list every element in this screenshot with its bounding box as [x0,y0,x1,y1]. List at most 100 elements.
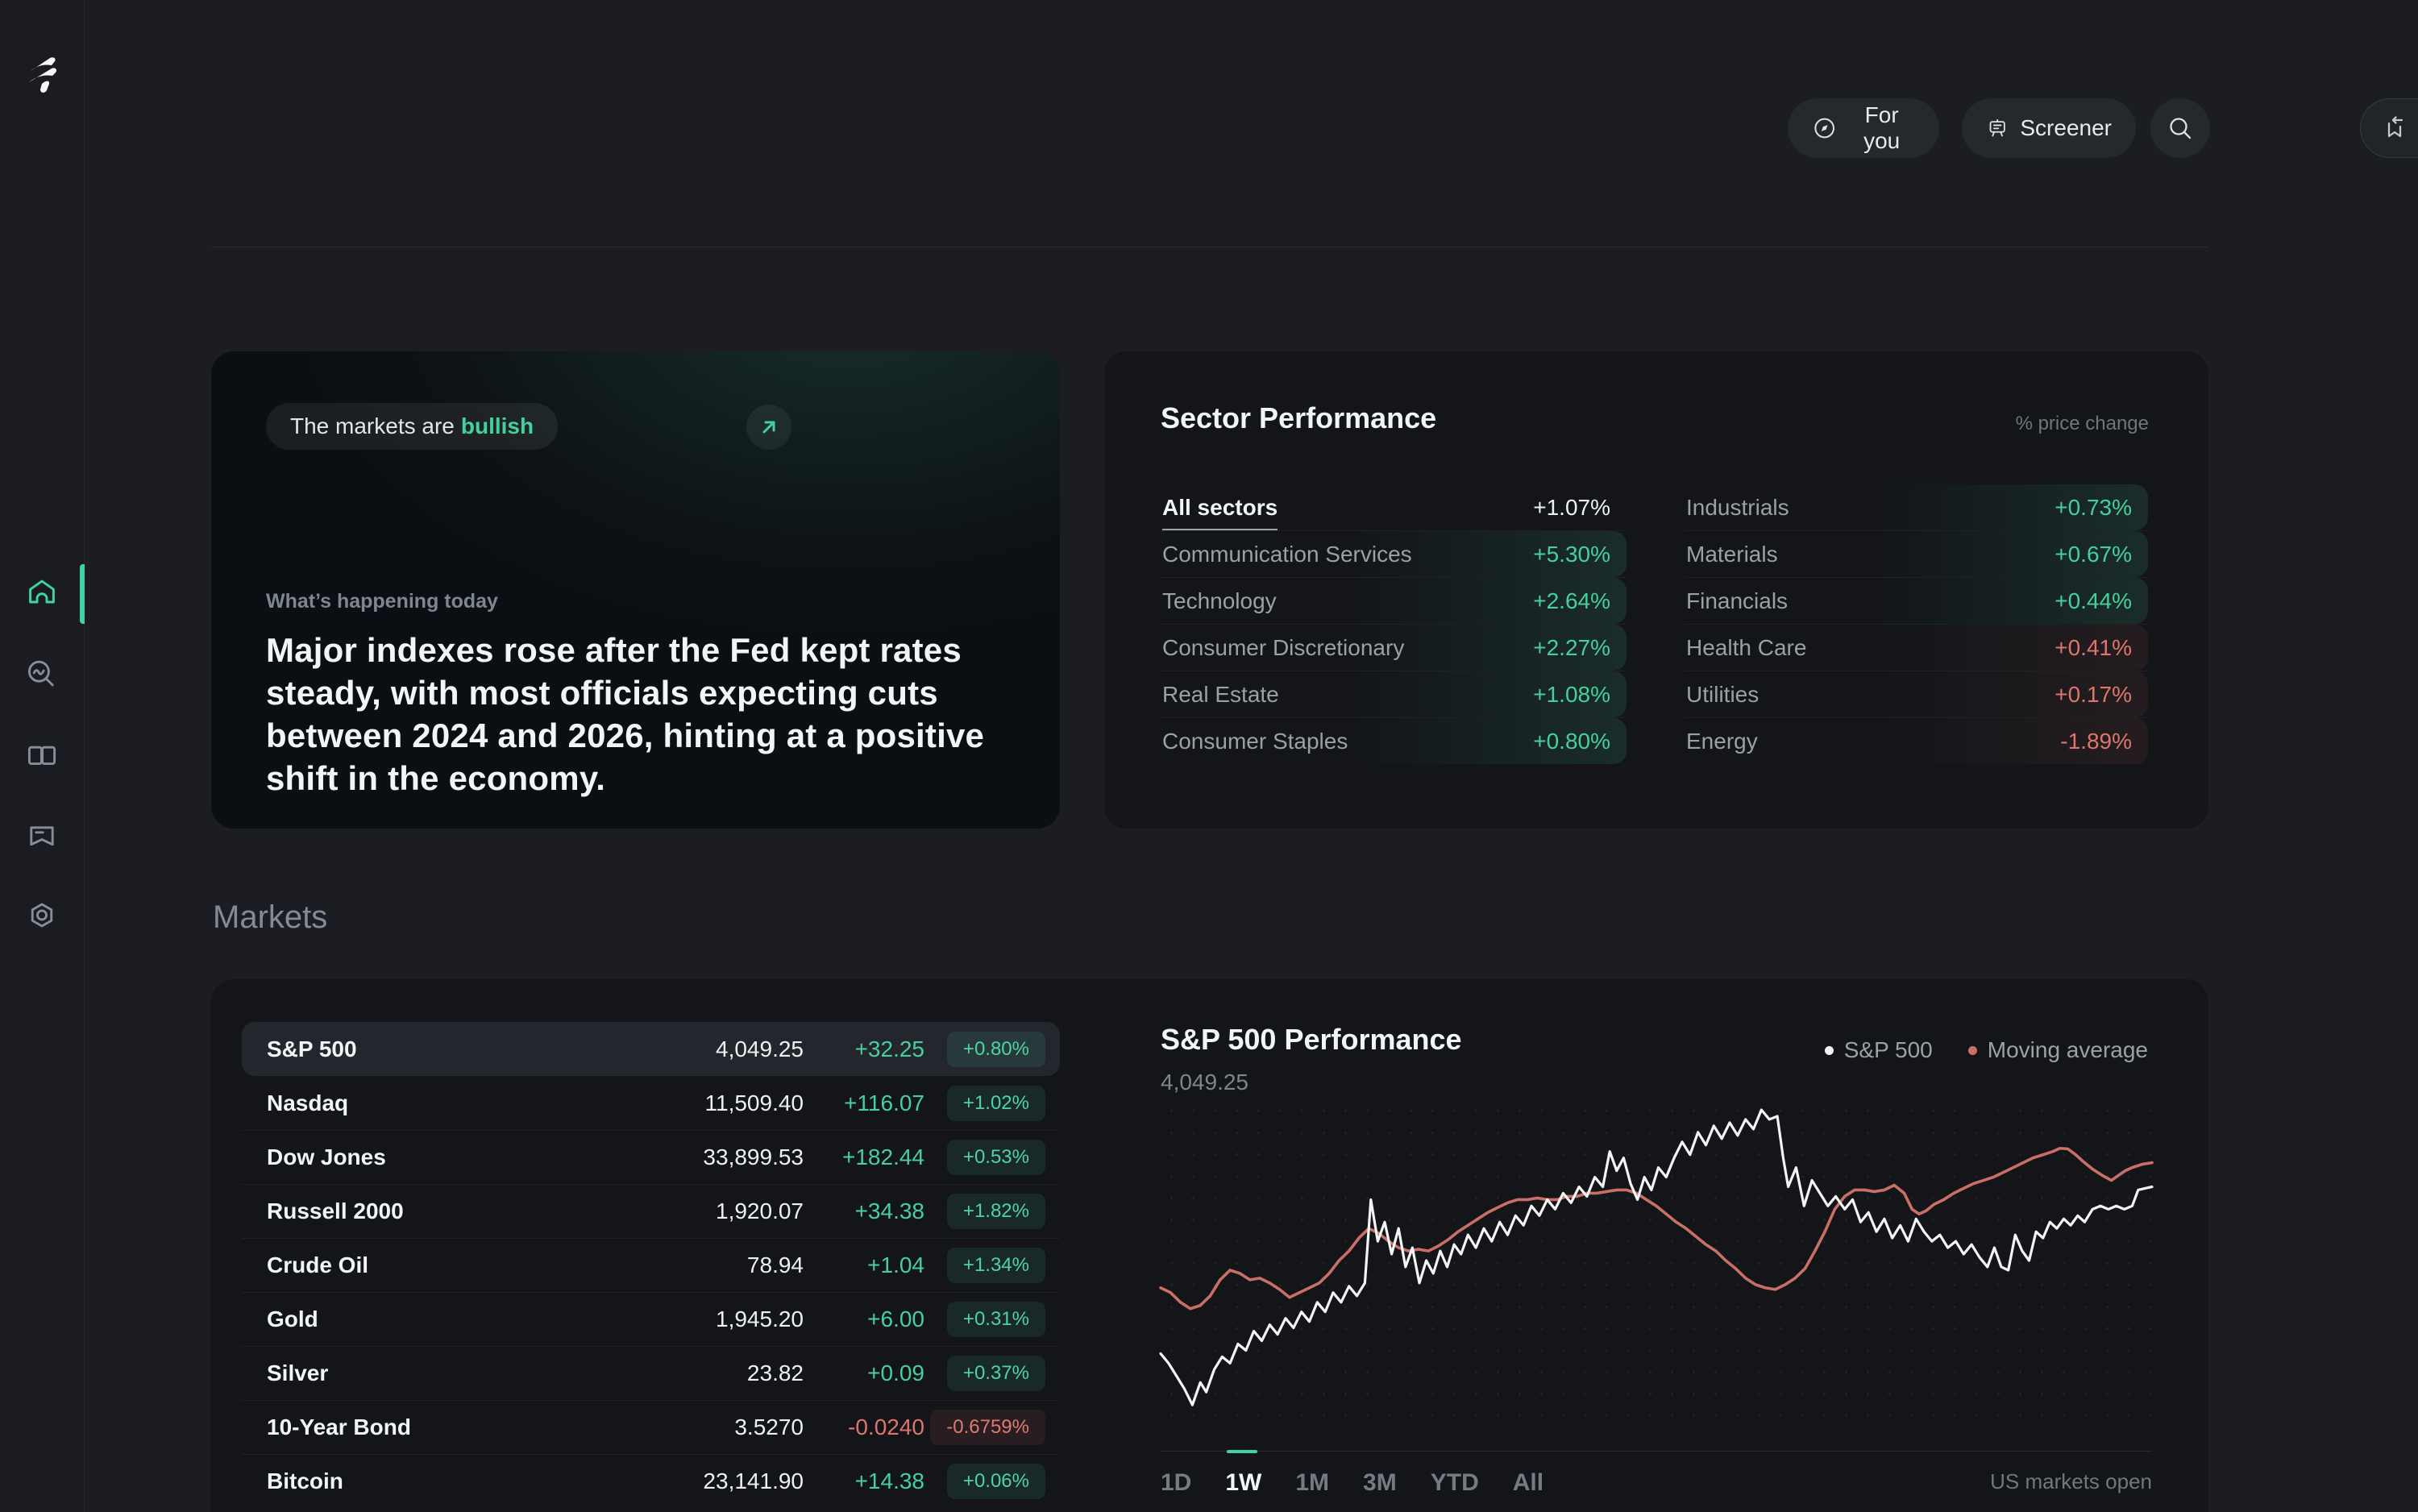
market-row[interactable]: Silver 23.82 +0.09 +0.37% [242,1346,1060,1400]
market-row[interactable]: S&P 500 4,049.25 +32.25 +0.80% [242,1022,1060,1076]
market-row[interactable]: 10-Year Bond 3.5270 -0.0240 -0.6759% [242,1400,1060,1454]
market-row[interactable]: Dow Jones 33,899.53 +182.44 +0.53% [242,1130,1060,1184]
bookmark-arrow-icon [2387,116,2403,138]
open-brief-button[interactable] [746,405,791,450]
search-icon [2170,118,2192,139]
market-change-badge: +0.53% [946,1140,1045,1175]
market-name: Gold [267,1306,318,1331]
market-change: +1.04 [867,1252,924,1277]
arrow-up-right-icon [762,421,775,434]
market-change-badge: +1.82% [946,1194,1045,1229]
tab-all[interactable]: All [1512,1469,1544,1496]
nut-icon [31,903,53,928]
for-you-button[interactable]: For you [1788,98,1939,158]
sector-row[interactable]: Consumer Discretionary +2.27% [1161,625,1627,671]
market-change: +14.38 [854,1468,924,1493]
chart-footer: 1D 1W 1M 3M YTD All US markets open [1161,1450,2152,1497]
sector-row[interactable]: Technology +2.64% [1161,578,1627,624]
brief-headline: Major indexes rose after the Fed kept ra… [266,631,985,797]
market-change-badge: +0.06% [946,1464,1045,1499]
tab-1m[interactable]: 1M [1295,1469,1330,1496]
price-change-note: % price change [2015,413,2149,434]
sector-row[interactable]: Materials +0.67% [1685,531,2148,577]
market-row[interactable]: Bitcoin 23,141.90 +14.38 +0.06% [242,1454,1060,1508]
daily-brief-card: The markets are bullish What’s happening… [211,351,1060,829]
market-row[interactable]: Gold 1,945.20 +6.00 +0.31% [242,1292,1060,1346]
book-icon [27,746,56,766]
market-change: +32.25 [854,1036,924,1061]
chart-title: S&P 500 Performance [1161,1023,1462,1056]
sector-row[interactable]: Real Estate +1.08% [1161,671,1627,717]
market-value: 33,899.53 [703,1144,804,1169]
legend-item-sp500: S&P 500 [1824,1037,1933,1063]
market-name: Bitcoin [267,1468,343,1493]
market-change: +0.09 [867,1360,924,1385]
market-change-badge: +0.37% [946,1356,1045,1391]
sidebar-item-library[interactable] [23,737,61,775]
sidebar-active-indicator [80,564,85,624]
market-name: Silver [267,1360,329,1385]
legend-dot-moving-average [1967,1045,1977,1055]
market-name: S&P 500 [267,1036,357,1061]
tab-ytd[interactable]: YTD [1430,1469,1479,1496]
market-change: +116.07 [844,1090,924,1115]
market-value: 1,945.20 [716,1306,804,1331]
market-status: US markets open [1990,1469,2152,1493]
sentiment-text: The markets are [290,413,455,438]
markets-card: S&P 500 4,049.25 +32.25 +0.80% Nasdaq 11,509.… [211,979,2208,1512]
market-value: 11,509.40 [704,1090,804,1115]
screener-button[interactable]: Screener [1962,98,2136,158]
flag-icon [30,826,54,846]
home-icon [29,579,55,604]
market-change-badge: +1.02% [946,1085,1045,1121]
sidebar-item-home[interactable] [23,573,61,612]
sector-row-all[interactable]: All sectors +1.07% [1161,484,1627,530]
markets-section-title: Markets [213,899,328,935]
market-name: Dow Jones [267,1144,386,1169]
sector-row[interactable]: Industrials +0.73% [1685,484,2148,530]
chart-current-value: 4,049.25 [1161,1070,1248,1095]
sector-row[interactable]: Energy -1.89% [1685,718,2148,764]
tab-3m[interactable]: 3M [1363,1469,1397,1496]
sector-column-left: All sectors +1.07% Communication Services… [1161,484,1627,764]
sector-row[interactable]: Health Care +0.41% [1685,625,2148,671]
sidebar-item-explore[interactable] [23,656,61,695]
tab-1d[interactable]: 1D [1161,1469,1192,1496]
range-tabs: 1D 1W 1M 3M YTD All US markets open [1161,1450,2152,1497]
performance-chart-svg [1159,1108,2154,1406]
market-name: Russell 2000 [267,1198,404,1223]
market-change-badge: +1.34% [946,1248,1045,1283]
market-change-badge: -0.6759% [930,1410,1045,1445]
market-value: 78.94 [746,1252,804,1277]
compass-icon [1814,118,1834,139]
brief-kicker: What’s happening today [266,590,498,613]
sidebar-item-settings[interactable] [23,897,61,936]
market-row[interactable]: Russell 2000 1,920.07 +34.38 +1.82% [242,1184,1060,1238]
market-change: +34.38 [854,1198,924,1223]
sector-row[interactable]: Consumer Staples +0.80% [1161,718,1627,764]
market-value: 1,920.07 [716,1198,804,1223]
sidebar-item-watchlist[interactable] [23,816,61,855]
chart-legend: S&P 500 Moving average [1824,1037,2148,1063]
performance-chart [1159,1100,2154,1421]
market-change-badge: +0.31% [946,1302,1045,1337]
sector-performance-card: Sector Performance % price change All se… [1104,351,2208,829]
legend-dot-sp500 [1824,1045,1834,1055]
brand-logo [29,57,57,93]
sector-row[interactable]: Financials +0.44% [1685,578,2148,624]
watchlist-save-button[interactable] [2360,98,2418,158]
search-button[interactable] [2150,98,2210,158]
market-row[interactable]: Nasdaq 11,509.40 +116.07 +1.02% [242,1076,1060,1130]
screener-label: Screener [2020,115,2112,140]
market-sentiment-pill[interactable]: The markets are bullish [266,403,559,450]
market-change: +182.44 [842,1144,924,1169]
sector-row[interactable]: Communication Services +5.30% [1161,531,1627,577]
sector-row[interactable]: Utilities +0.17% [1685,671,2148,717]
sector-performance-title: Sector Performance [1161,401,1437,434]
market-index-list: S&P 500 4,049.25 +32.25 +0.80% Nasdaq 11,509.… [242,1022,1060,1508]
tab-1w[interactable]: 1W [1225,1450,1262,1496]
market-row[interactable]: Crude Oil 78.94 +1.04 +1.34% [242,1238,1060,1292]
market-name: Crude Oil [267,1252,369,1277]
market-value: 4,049.25 [716,1036,804,1061]
market-value: 23,141.90 [703,1468,804,1493]
